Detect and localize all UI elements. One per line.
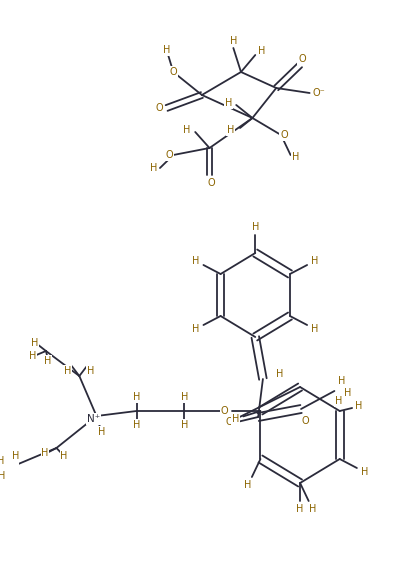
- Text: H: H: [97, 427, 105, 437]
- Text: O⁻: O⁻: [313, 88, 326, 98]
- Text: H: H: [297, 504, 304, 514]
- Text: H: H: [149, 163, 157, 173]
- Text: H: H: [227, 125, 234, 135]
- Text: H: H: [361, 467, 368, 477]
- Text: H: H: [0, 456, 4, 466]
- Text: H: H: [181, 392, 188, 402]
- Text: H: H: [232, 414, 239, 424]
- Text: H: H: [183, 125, 190, 135]
- Text: O: O: [298, 54, 306, 64]
- Text: H: H: [258, 46, 266, 56]
- Text: H: H: [252, 222, 259, 232]
- Text: H: H: [87, 366, 95, 376]
- Text: H: H: [292, 152, 299, 162]
- Text: O: O: [280, 130, 288, 140]
- Text: H: H: [181, 420, 188, 430]
- Text: O: O: [170, 67, 177, 77]
- Text: H: H: [244, 480, 252, 490]
- Text: O: O: [166, 150, 173, 160]
- Text: H: H: [338, 376, 346, 386]
- Text: O: O: [226, 417, 234, 427]
- Text: H: H: [229, 36, 237, 46]
- Text: H: H: [31, 338, 38, 348]
- Text: H: H: [192, 256, 200, 266]
- Text: O: O: [208, 178, 215, 188]
- Text: H: H: [355, 401, 362, 411]
- Text: H: H: [276, 369, 284, 379]
- Text: H: H: [41, 448, 49, 458]
- Text: H: H: [12, 451, 19, 461]
- Text: O: O: [302, 416, 309, 426]
- Text: H: H: [163, 45, 170, 55]
- Text: H: H: [309, 504, 316, 514]
- Text: H: H: [44, 356, 52, 366]
- Text: H: H: [0, 471, 6, 481]
- Text: H: H: [133, 420, 140, 430]
- Text: H: H: [225, 98, 232, 108]
- Text: H: H: [64, 366, 72, 376]
- Text: H: H: [133, 392, 140, 402]
- Text: N⁺: N⁺: [87, 414, 100, 424]
- Text: H: H: [335, 396, 342, 406]
- Text: H: H: [311, 324, 318, 334]
- Text: H: H: [192, 324, 200, 334]
- Text: H: H: [60, 451, 68, 461]
- Text: O: O: [155, 103, 163, 113]
- Text: H: H: [344, 388, 351, 398]
- Text: H: H: [311, 256, 318, 266]
- Text: H: H: [29, 351, 36, 361]
- Text: O: O: [221, 406, 228, 416]
